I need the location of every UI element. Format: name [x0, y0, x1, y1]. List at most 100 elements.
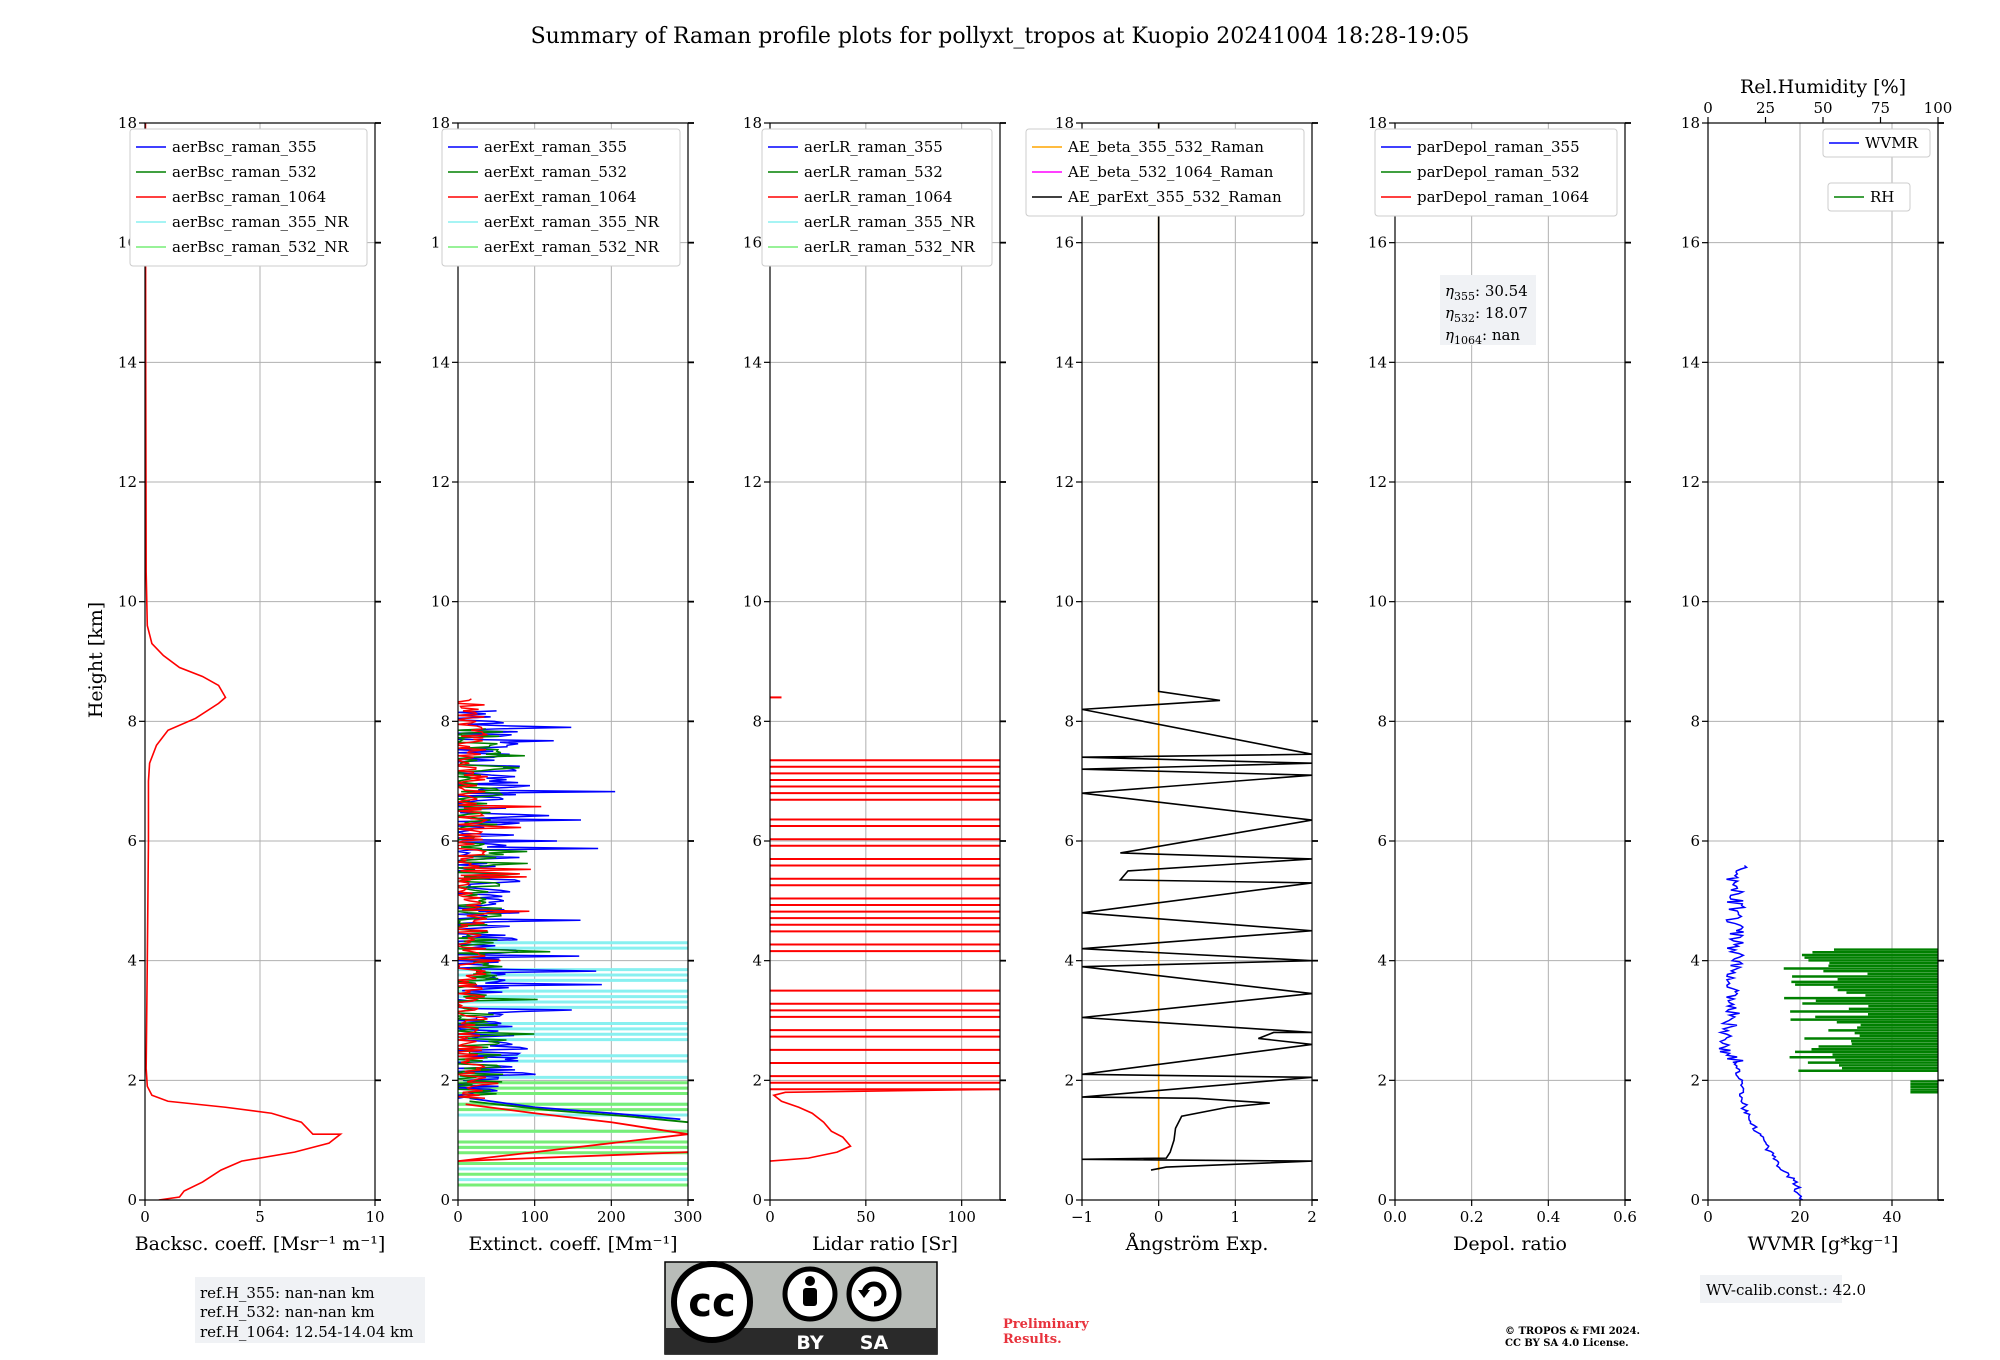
- y-tick-label: 14: [118, 353, 137, 371]
- series-group: [1717, 864, 1938, 1200]
- y-tick-label: 8: [440, 712, 450, 730]
- y-tick-label: 18: [1368, 114, 1387, 132]
- x-axis-label: Backsc. coeff. [Msr⁻¹ m⁻¹]: [135, 1233, 386, 1255]
- series-group: [770, 696, 1000, 1162]
- y-tick-label: 8: [752, 712, 762, 730]
- x-tick-label: 0: [453, 1208, 463, 1226]
- x-tick-label: 5: [255, 1208, 265, 1226]
- legend-entry: AE_parExt_355_532_Raman: [1067, 188, 1282, 206]
- x-tick-label: 2: [1307, 1208, 1317, 1226]
- y-tick-label: 16: [1681, 234, 1700, 252]
- y-tick-label: 8: [1377, 712, 1387, 730]
- legend-entry: aerBsc_raman_355: [172, 138, 317, 156]
- y-tick-label: 10: [431, 593, 450, 611]
- figure-title: Summary of Raman profile plots for polly…: [531, 24, 1470, 49]
- y-tick-label: 0: [1377, 1191, 1387, 1209]
- y-tick-label: 8: [1690, 712, 1700, 730]
- legend-entry: aerBsc_raman_355_NR: [172, 213, 349, 231]
- legend-box: [441, 128, 681, 267]
- series-aerBsc_raman_1064: [145, 123, 343, 1200]
- legend-box: [1025, 128, 1305, 217]
- legend-entry: aerExt_raman_355: [484, 138, 627, 156]
- share-alike-icon: [846, 1266, 902, 1322]
- y-tick-label: 8: [127, 712, 137, 730]
- y-tick-label: 2: [1690, 1071, 1700, 1089]
- y-tick-label: 6: [1377, 832, 1387, 850]
- y-tick-label: 10: [1055, 593, 1074, 611]
- series-group: [458, 698, 688, 1187]
- y-tick-label: 0: [1064, 1191, 1074, 1209]
- x-tick-label: 100: [520, 1208, 549, 1226]
- y-tick-label: 2: [1064, 1071, 1074, 1089]
- copyright-line1: © TROPOS & FMI 2024.: [1505, 1326, 1640, 1337]
- legend-entry: aerLR_raman_1064: [804, 188, 952, 206]
- y-tick-label: 14: [1681, 353, 1700, 371]
- preliminary-results-line1: Preliminary: [1003, 1317, 1089, 1332]
- legend-entry: aerBsc_raman_1064: [172, 188, 326, 206]
- y-tick-label: 0: [1690, 1191, 1700, 1209]
- y-tick-label: 2: [440, 1071, 450, 1089]
- y-tick-label: 8: [1064, 712, 1074, 730]
- y-tick-label: 4: [1377, 952, 1387, 970]
- y-tick-label: 6: [440, 832, 450, 850]
- y-tick-label: 6: [1064, 832, 1074, 850]
- legend-entry: aerLR_raman_532: [804, 163, 943, 181]
- plot-frame: [1081, 122, 1313, 1201]
- plot-frame: [457, 122, 689, 1201]
- ref-h-1064: ref.H_1064: 12.54-14.04 km: [200, 1323, 413, 1341]
- y-tick-label: 2: [752, 1071, 762, 1089]
- series-aerExt_raman_1064-tail: [458, 1103, 688, 1163]
- eta-355: η355: 30.54: [1445, 282, 1528, 303]
- y-tick-label: 10: [1681, 593, 1700, 611]
- legend-box: [1374, 128, 1618, 217]
- series-aerExt_raman_355-tail: [469, 1097, 681, 1121]
- y-tick-label: 0: [752, 1191, 762, 1209]
- cc-sa-label: SA: [860, 1332, 889, 1354]
- top-x-tick-label: 100: [1924, 99, 1953, 117]
- x-tick-label: 50: [856, 1208, 875, 1226]
- y-tick-label: 6: [752, 832, 762, 850]
- attribution-person-icon: [782, 1266, 838, 1322]
- x-axis-label: Lidar ratio [Sr]: [812, 1233, 958, 1255]
- y-tick-label: 6: [1690, 832, 1700, 850]
- y-tick-label: 16: [743, 234, 762, 252]
- top-x-axis-label: Rel.Humidity [%]: [1740, 76, 1906, 98]
- wv-calib-const: WV-calib.const.: 42.0: [1706, 1281, 1866, 1299]
- x-tick-label: 20: [1790, 1208, 1809, 1226]
- legend-box: [1822, 128, 1931, 158]
- y-tick-label: 12: [1368, 473, 1387, 491]
- svg-text:cc: cc: [688, 1280, 735, 1326]
- y-tick-label: 18: [1681, 114, 1700, 132]
- legend-box: [129, 128, 368, 267]
- x-tick-label: 200: [597, 1208, 626, 1226]
- x-axis-label: Depol. ratio: [1453, 1233, 1567, 1255]
- x-tick-label: 0.2: [1460, 1208, 1484, 1226]
- y-tick-label: 10: [118, 593, 137, 611]
- y-tick-label: 4: [127, 952, 137, 970]
- wv-calib-box: WV-calib.const.: 42.0: [1700, 1275, 1866, 1303]
- x-tick-label: −1: [1071, 1208, 1093, 1226]
- y-tick-label: 4: [1064, 952, 1074, 970]
- x-axis-label: Extinct. coeff. [Mm⁻¹]: [468, 1233, 677, 1255]
- y-tick-label: 12: [1681, 473, 1700, 491]
- y-tick-label: 12: [118, 473, 137, 491]
- top-x-tick-label: 0: [1703, 99, 1713, 117]
- y-tick-label: 14: [431, 353, 450, 371]
- y-tick-label: 10: [1368, 593, 1387, 611]
- legend-box: [1827, 182, 1911, 212]
- y-tick-label: 2: [1377, 1071, 1387, 1089]
- plot-frame: [1394, 122, 1626, 1201]
- y-tick-label: 14: [1055, 353, 1074, 371]
- ref-h-355: ref.H_355: nan-nan km: [200, 1284, 375, 1302]
- eta-info-box: [1440, 275, 1536, 345]
- y-tick-label: 18: [1055, 114, 1074, 132]
- series-group: [1082, 123, 1312, 1171]
- ref-h-532: ref.H_532: nan-nan km: [200, 1303, 375, 1321]
- y-tick-label: 12: [743, 473, 762, 491]
- x-tick-label: 1: [1231, 1208, 1241, 1226]
- y-tick-label: 0: [127, 1191, 137, 1209]
